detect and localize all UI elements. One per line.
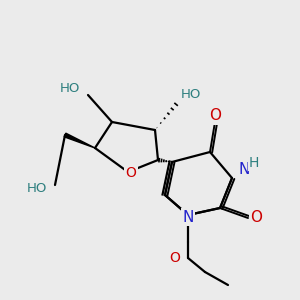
Text: O: O xyxy=(169,251,180,265)
Text: O: O xyxy=(250,211,262,226)
Text: HO: HO xyxy=(27,182,47,194)
Text: O: O xyxy=(209,109,221,124)
Text: HO: HO xyxy=(60,82,80,94)
Text: N: N xyxy=(238,163,250,178)
Text: H: H xyxy=(249,156,259,170)
Text: HO: HO xyxy=(181,88,201,100)
Text: N: N xyxy=(182,209,194,224)
Text: O: O xyxy=(126,166,136,180)
Polygon shape xyxy=(64,133,95,148)
